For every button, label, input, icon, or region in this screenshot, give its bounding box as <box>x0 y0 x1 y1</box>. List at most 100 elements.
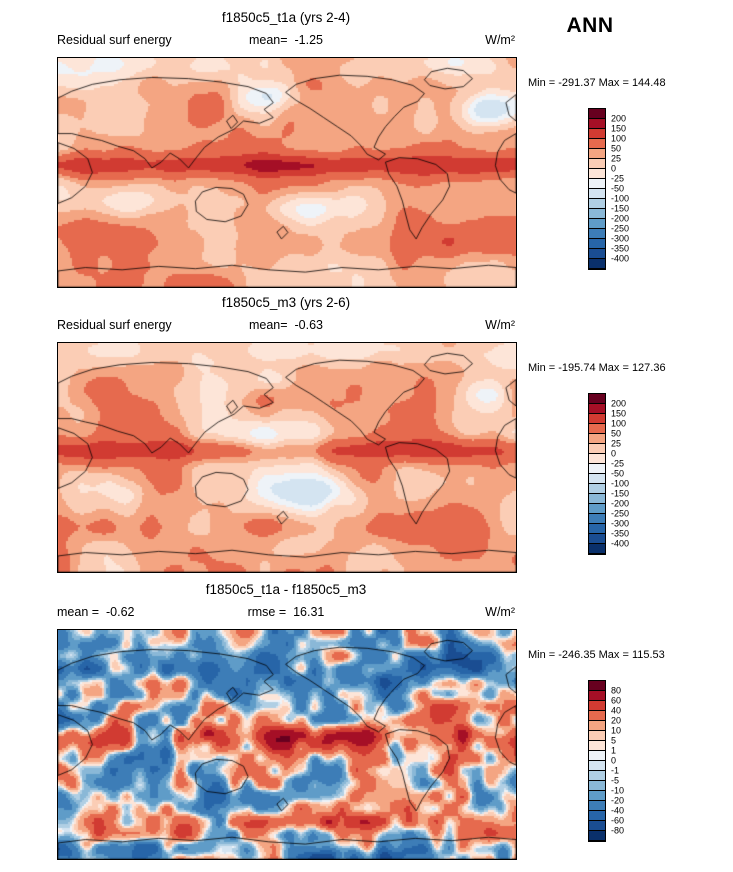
colorbar-swatch <box>589 249 605 259</box>
colorbar-swatch <box>589 544 605 554</box>
colorbar-swatch <box>589 129 605 139</box>
colorbar-swatch <box>589 494 605 504</box>
colorbar-swatch <box>589 811 605 821</box>
panel-title: f1850c5_m3 (yrs 2-6) <box>221 295 351 310</box>
colorbar: 200 150 100 50 25 0 -25 -50 -100 -150 -200 -250 -300… <box>588 393 629 555</box>
mean-text: mean= -1.25 <box>248 33 323 47</box>
colorbar-swatch <box>589 791 605 801</box>
minmax-text: Min = -195.74 Max = 127.36 <box>528 362 666 374</box>
colorbar-swatch <box>589 681 605 691</box>
colorbar-swatch <box>589 169 605 179</box>
colorbar-swatch <box>589 179 605 189</box>
colorbar-swatch <box>589 504 605 514</box>
colorbar-swatch <box>589 219 605 229</box>
colorbar-label: -350 <box>611 243 630 254</box>
colorbar-swatch <box>589 751 605 761</box>
colorbar-swatch <box>589 404 605 414</box>
mean-text: mean= -0.63 <box>248 318 323 332</box>
units-label: W/m² <box>485 318 515 332</box>
colorbar-label: 100 <box>611 418 627 429</box>
colorbar-swatch <box>589 434 605 444</box>
colorbar-label: 150 <box>611 123 627 134</box>
colorbar-label: -1 <box>611 765 620 776</box>
map-frame <box>57 342 517 573</box>
colorbar-label: 50 <box>611 428 622 439</box>
colorbar-swatch <box>589 771 605 781</box>
colorbar-swatch <box>589 831 605 841</box>
colorbar-label: 5 <box>611 735 617 746</box>
units-label: W/m² <box>485 605 515 619</box>
colorbar: 200 150 100 50 25 0 -25 -50 -100 -150 -200 -250 -300… <box>588 108 629 270</box>
stats-row: Residual surf energy mean= -1.25 W/m² <box>57 33 515 49</box>
colorbar-swatch <box>589 259 605 269</box>
minmax-text: Min = -291.37 Max = 144.48 <box>528 77 666 89</box>
colorbar-swatch <box>589 731 605 741</box>
colorbar-label: -350 <box>611 528 630 539</box>
colorbar-label: -60 <box>611 815 625 826</box>
panel-title: f1850c5_t1a (yrs 2-4) <box>221 10 351 25</box>
colorbar-label: -150 <box>611 203 630 214</box>
colorbar-swatch <box>589 701 605 711</box>
colorbar-swatch <box>589 229 605 239</box>
colorbar-label: 25 <box>611 438 622 449</box>
colorbar-label: 100 <box>611 133 627 144</box>
stats-row: Residual surf energy mean= -0.63 W/m² <box>57 318 515 334</box>
stats-row: mean = -0.62 rmse = 16.31 W/m² <box>57 605 515 621</box>
colorbar-swatch <box>589 801 605 811</box>
colorbar-swatch <box>589 239 605 249</box>
map-frame <box>57 629 517 860</box>
map-canvas <box>58 58 516 287</box>
colorbar-label: 25 <box>611 153 622 164</box>
panel-title: f1850c5_t1a - f1850c5_m3 <box>205 582 367 597</box>
colorbar-label: -80 <box>611 825 625 836</box>
colorbar-swatch <box>589 761 605 771</box>
colorbar-label: 50 <box>611 143 622 154</box>
season-label: ANN <box>566 14 614 37</box>
colorbar-label: 10 <box>611 725 622 736</box>
panel-difference: f1850c5_t1a - f1850c5_m3 mean = -0.62 rm… <box>0 572 733 860</box>
colorbar-swatch <box>589 414 605 424</box>
colorbar-label: -10 <box>611 785 625 796</box>
colorbar-label: -100 <box>611 193 630 204</box>
map-canvas <box>58 343 516 572</box>
colorbar-swatch <box>589 484 605 494</box>
colorbar-swatch <box>589 741 605 751</box>
variable-label: Residual surf energy <box>57 318 172 332</box>
colorbar-swatch <box>589 711 605 721</box>
colorbar-swatch <box>589 474 605 484</box>
colorbar-label: -20 <box>611 795 625 806</box>
colorbar-swatch <box>589 514 605 524</box>
colorbar-swatch <box>589 394 605 404</box>
colorbar-swatch <box>589 454 605 464</box>
colorbar-label: -200 <box>611 213 630 224</box>
colorbar-swatch <box>589 119 605 129</box>
colorbar-swatch <box>589 524 605 534</box>
colorbar-swatch <box>589 721 605 731</box>
colorbar-label: 0 <box>611 755 617 766</box>
colorbar-label: -100 <box>611 478 630 489</box>
panel-case1: f1850c5_t1a (yrs 2-4) Residual surf ener… <box>0 0 733 288</box>
colorbar-swatch <box>589 209 605 219</box>
minmax-text: Min = -246.35 Max = 115.53 <box>528 649 665 661</box>
colorbar-label: -400 <box>611 538 630 549</box>
colorbar-label: -25 <box>611 173 625 184</box>
colorbar-label: -5 <box>611 775 620 786</box>
colorbar-swatch <box>589 464 605 474</box>
colorbar-label: -50 <box>611 183 625 194</box>
colorbar-swatch <box>589 444 605 454</box>
rmse-text: rmse = 16.31 <box>247 605 325 619</box>
colorbar-swatch <box>589 781 605 791</box>
colorbar-label: -400 <box>611 253 630 264</box>
colorbar-label: -150 <box>611 488 630 499</box>
map-canvas <box>58 630 516 859</box>
colorbar-label: -40 <box>611 805 625 816</box>
colorbar-swatch <box>589 159 605 169</box>
colorbar-label: 40 <box>611 705 622 716</box>
colorbar-label: -250 <box>611 508 630 519</box>
colorbar-swatch <box>589 821 605 831</box>
colorbar-label: 80 <box>611 685 622 696</box>
colorbar-swatch <box>589 424 605 434</box>
colorbar-swatch <box>589 189 605 199</box>
colorbar-label: -300 <box>611 518 630 529</box>
